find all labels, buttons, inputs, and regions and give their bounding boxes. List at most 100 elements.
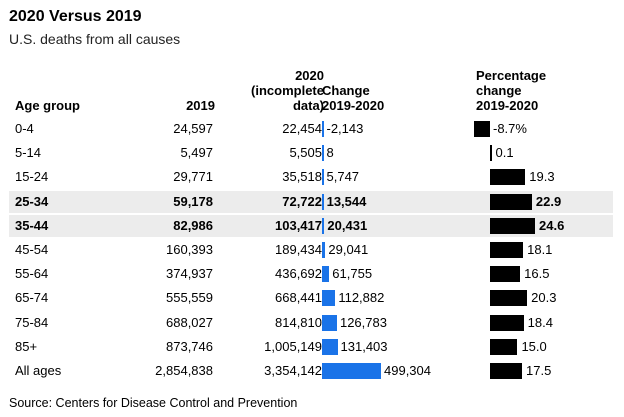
deaths-2020-cell: 103,417 — [275, 217, 322, 233]
header-change-line2: 2019-2020 — [322, 98, 385, 113]
change-bar — [322, 121, 324, 137]
change-bar — [322, 217, 325, 234]
table-row: 45-54 160,393 189,434 29,041 18.1 — [9, 239, 613, 261]
deaths-2020-cell: 436,692 — [275, 266, 322, 282]
percentage-label: 19.3 — [529, 169, 555, 185]
deaths-2019-cell: 374,937 — [166, 266, 213, 282]
deaths-2020-cell: 189,434 — [275, 242, 322, 257]
change-label: 8 — [326, 145, 334, 161]
table-row: 75-84 688,027 814,810 126,783 18.4 — [9, 312, 613, 334]
deaths-2020-cell: 814,810 — [275, 314, 322, 330]
percentage-bar — [490, 193, 532, 210]
percentage-label: 22.9 — [535, 193, 562, 209]
table-row: 25-34 59,178 72,722 13,544 22.9 — [9, 190, 613, 213]
table-row: 55-64 374,937 436,692 61,755 16.5 — [9, 263, 613, 285]
header-percentage: Percentage change 2019-2020 — [476, 68, 546, 113]
header-pct-line2: change — [476, 83, 522, 98]
percentage-bar — [490, 363, 522, 379]
percentage-label: 15.0 — [521, 338, 547, 354]
percentage-bar — [490, 266, 521, 283]
deaths-2020-cell: 3,354,142 — [264, 363, 322, 378]
deaths-2019-cell: 688,027 — [166, 314, 213, 330]
change-label: 5,747 — [326, 169, 360, 185]
source-note: Source: Centers for Disease Control and … — [9, 396, 298, 410]
percentage-bar — [490, 338, 518, 355]
table-row: All ages 2,854,838 3,354,142 499,304 17.5 — [9, 360, 613, 382]
change-label: 126,783 — [339, 314, 387, 330]
change-label: 61,755 — [332, 266, 373, 282]
deaths-2020-cell: 5,505 — [289, 145, 322, 161]
age-group-cell: 5-14 — [15, 145, 42, 161]
header-change: Change 2019-2020 — [322, 83, 384, 113]
age-group-cell: 65-74 — [15, 290, 49, 306]
percentage-bar — [490, 290, 528, 307]
age-group-cell: 15-24 — [15, 169, 49, 185]
change-bar — [322, 290, 336, 307]
age-group-cell: 75-84 — [15, 314, 49, 330]
percentage-label: 18.4 — [527, 314, 553, 330]
table-row: 5-14 5,497 5,505 8 0.1 — [9, 142, 613, 164]
age-group-cell: 45-54 — [15, 242, 49, 257]
deaths-2020-cell: 668,441 — [275, 290, 322, 306]
deaths-2019-cell: 59,178 — [173, 193, 213, 209]
percentage-label: 16.5 — [524, 266, 550, 282]
percentage-bar — [490, 169, 526, 186]
deaths-2020-cell: 72,722 — [282, 193, 322, 209]
percentage-bar — [490, 145, 492, 162]
table-row: 65-74 555,559 668,441 112,882 20.3 — [9, 287, 613, 309]
change-label: 131,403 — [340, 338, 388, 354]
age-group-cell: All ages — [15, 363, 62, 378]
percentage-label: 24.6 — [539, 217, 565, 233]
header-pct-line3: 2019-2020 — [476, 98, 539, 113]
percentage-bar — [490, 242, 524, 258]
chart-title: 2020 Versus 2019 — [9, 8, 142, 25]
change-label: 20,431 — [327, 217, 368, 233]
percentage-bar — [474, 121, 490, 137]
percentage-label: 0.1 — [495, 145, 514, 161]
header-2020-line2: (incomplete — [251, 83, 324, 98]
deaths-2019-cell: 82,986 — [173, 217, 213, 233]
chart-subtitle: U.S. deaths from all causes — [9, 31, 181, 47]
deaths-2019-cell: 24,597 — [173, 121, 213, 136]
deaths-2019-cell: 2,854,838 — [155, 363, 213, 378]
percentage-label: 20.3 — [531, 290, 557, 306]
change-label: 29,041 — [328, 242, 369, 257]
deaths-2020-cell: 1,005,149 — [264, 338, 322, 354]
header-age-group: Age group — [15, 98, 80, 113]
change-bar — [322, 242, 326, 258]
change-label: 112,882 — [338, 290, 385, 306]
table-row: 0-4 24,597 22,454 -2,143 -8.7% — [9, 118, 613, 140]
header-2019: 2019 — [186, 98, 215, 113]
deaths-2019-cell: 555,559 — [166, 290, 213, 306]
table-row: 85+ 873,746 1,005,149 131,403 15.0 — [9, 336, 613, 358]
age-group-cell: 55-64 — [15, 266, 49, 282]
table-row: 35-44 82,986 103,417 20,431 24.6 — [9, 214, 613, 237]
percentage-label: 18.1 — [527, 242, 553, 257]
age-group-cell: 25-34 — [15, 193, 49, 209]
header-change-line1: Change — [322, 83, 370, 98]
deaths-2019-cell: 29,771 — [173, 169, 213, 185]
table-row: 15-24 29,771 35,518 5,747 19.3 — [9, 166, 613, 188]
change-label: 499,304 — [384, 363, 431, 378]
change-label: 13,544 — [326, 193, 367, 209]
deaths-2020-cell: 22,454 — [282, 121, 322, 136]
change-bar — [322, 363, 381, 379]
header-2020-line3: data) — [292, 98, 324, 113]
change-label: -2,143 — [326, 121, 364, 136]
header-2020-line1: 2020 — [295, 68, 324, 83]
header-2020: 2020 (incomplete data) — [251, 68, 324, 113]
percentage-label: -8.7% — [493, 121, 527, 136]
deaths-2019-cell: 5,497 — [180, 145, 213, 161]
header-pct-line1: Percentage — [476, 68, 547, 83]
percentage-bar — [490, 314, 524, 331]
change-bar — [322, 145, 324, 162]
change-bar — [322, 314, 337, 331]
deaths-2020-cell: 35,518 — [282, 169, 322, 185]
age-group-cell: 35-44 — [15, 217, 49, 233]
deaths-2019-cell: 873,746 — [166, 338, 213, 354]
deaths-2019-cell: 160,393 — [166, 242, 213, 257]
change-bar — [322, 266, 330, 283]
change-bar — [322, 193, 324, 210]
percentage-label: 17.5 — [526, 363, 552, 378]
change-bar — [322, 338, 338, 355]
